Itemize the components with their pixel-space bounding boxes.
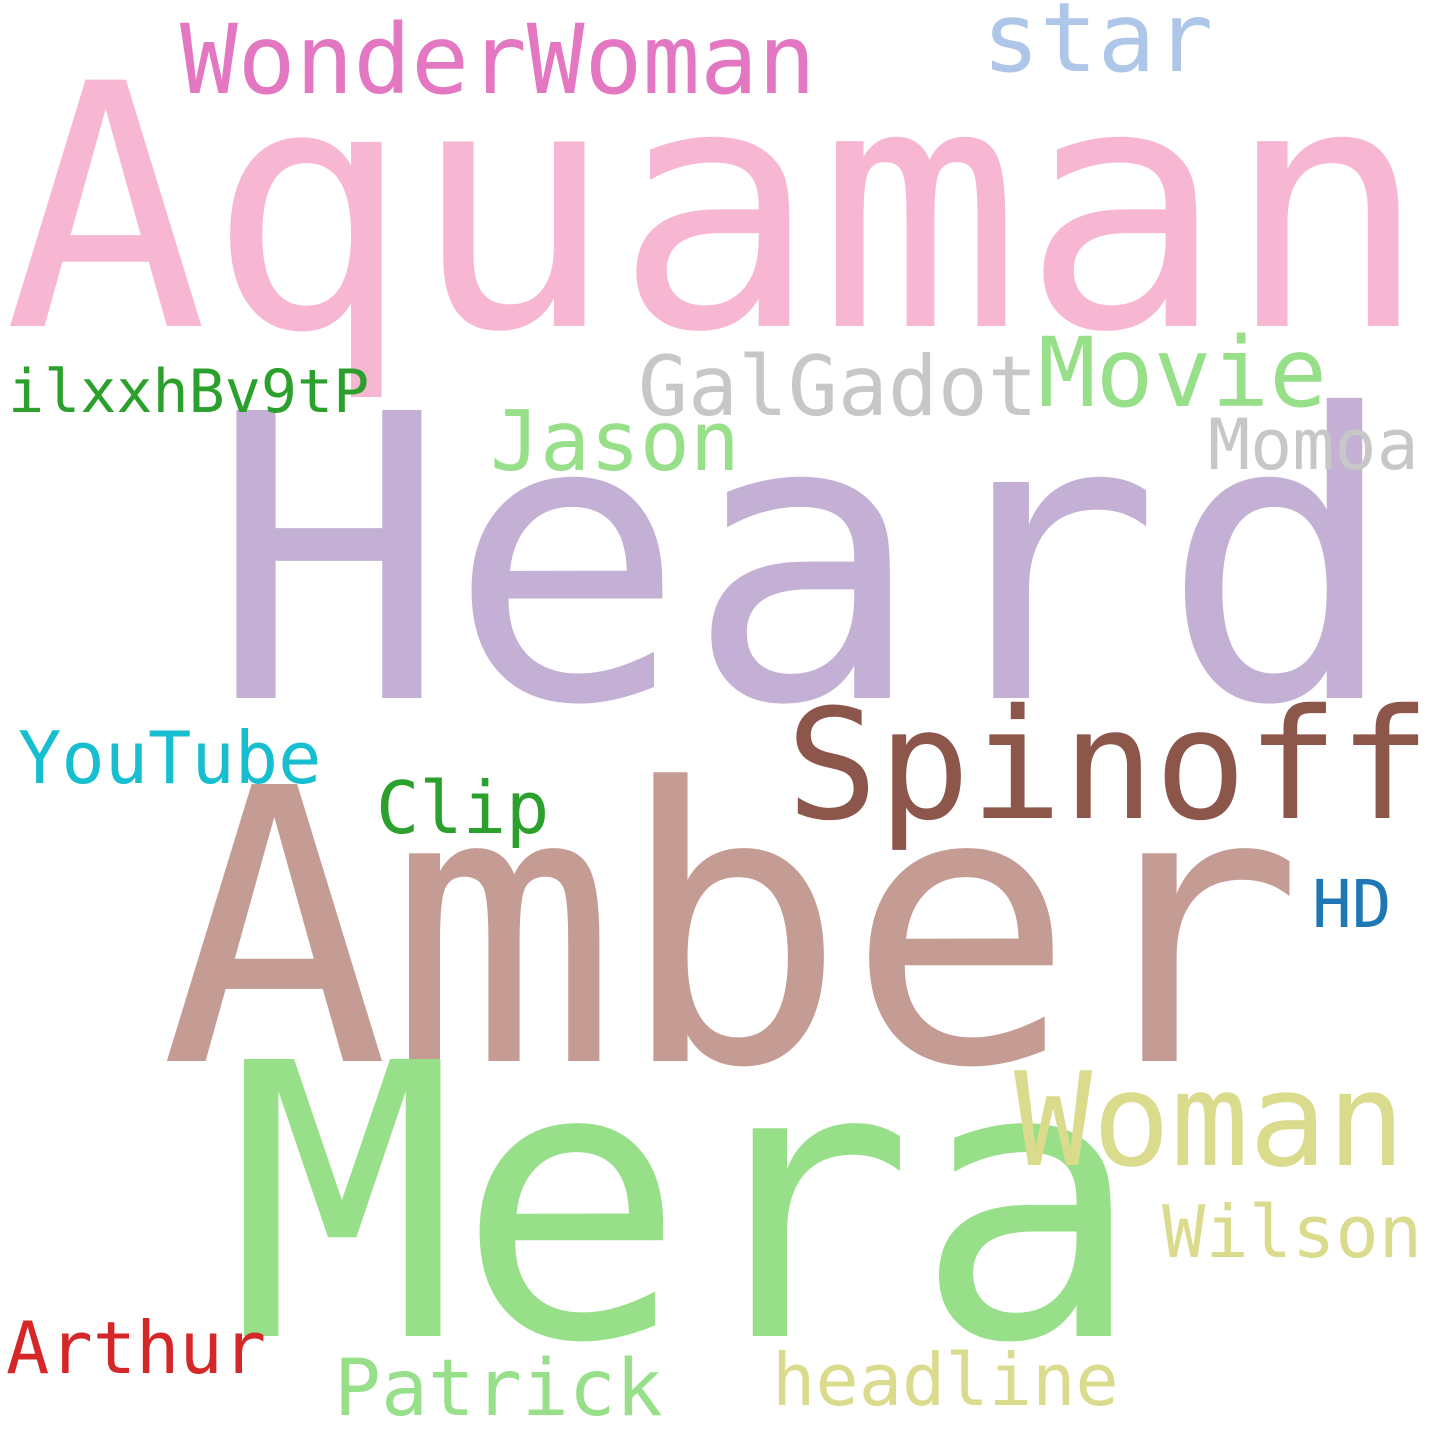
word-mera: Mera xyxy=(228,983,1144,1426)
word-galgadot: GalGadot xyxy=(638,338,1038,435)
word-woman: Woman xyxy=(1014,1044,1406,1196)
word-star: star xyxy=(982,0,1214,94)
word-hd: HD xyxy=(1312,866,1392,943)
word-amber: Amber xyxy=(160,708,1304,1151)
word-headline: headline xyxy=(772,1338,1119,1422)
word-wilson: Wilson xyxy=(1162,1190,1423,1274)
word-arthur: Arthur xyxy=(6,1306,267,1390)
word-youtube: YouTube xyxy=(18,716,322,800)
word-heard: Heard xyxy=(210,332,1400,792)
word-aquaman: Aquaman xyxy=(4,12,1429,406)
word-spinoff: Spinoff xyxy=(786,677,1431,855)
word-patrick: Patrick xyxy=(334,1344,663,1434)
word-wonderwoman: WonderWoman xyxy=(180,4,816,116)
word-jason: Jason xyxy=(490,393,740,490)
word-clip: Clip xyxy=(376,766,550,850)
word-movie: Movie xyxy=(1038,317,1327,429)
word-ilxxhbv9tp: ilxxhBv9tP xyxy=(8,357,370,427)
word-momoa: Momoa xyxy=(1208,404,1419,486)
